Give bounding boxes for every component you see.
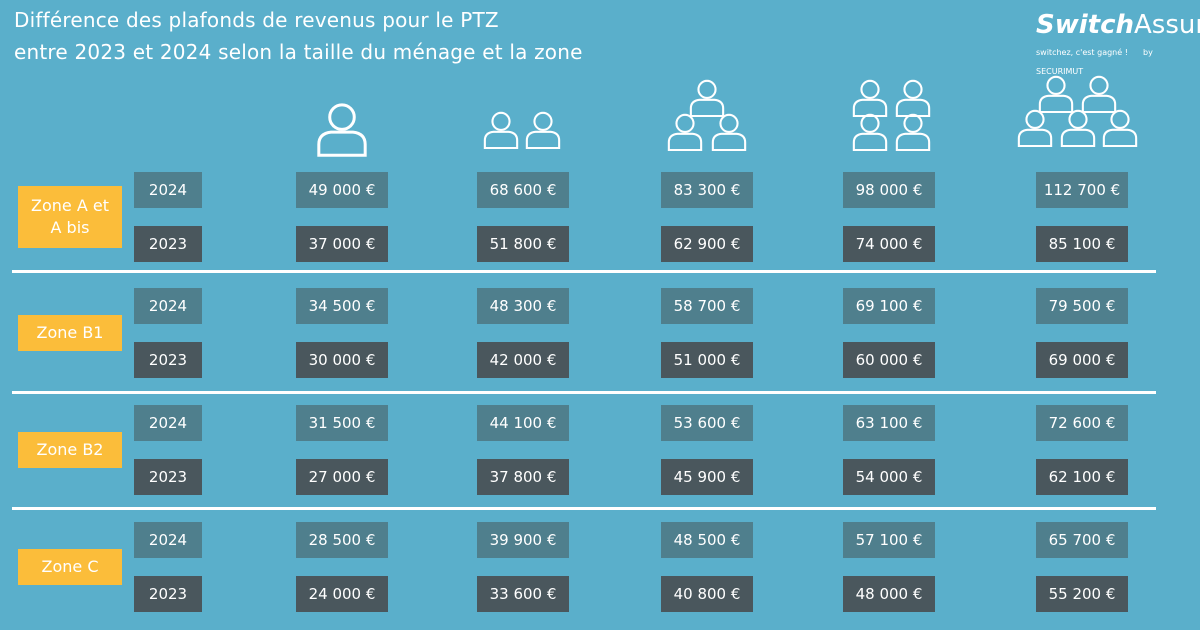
value-cell: 54 000 € (843, 459, 935, 495)
value-cell: 42 000 € (477, 342, 569, 378)
value-cell: 83 300 € (661, 172, 753, 208)
year-cell: 2024 (134, 405, 202, 441)
zone-label: Zone B2 (18, 432, 122, 468)
value-cell: 28 500 € (296, 522, 388, 558)
year-cell: 2023 (134, 576, 202, 612)
title-line: entre 2023 et 2024 selon la taille du mé… (14, 40, 583, 64)
value-cell: 85 100 € (1036, 226, 1128, 262)
value-cell: 27 000 € (296, 459, 388, 495)
title-line: Différence des plafonds de revenus pour … (14, 8, 499, 32)
value-cell: 53 600 € (661, 405, 753, 441)
value-cell: 69 000 € (1036, 342, 1128, 378)
value-cell: 98 000 € (843, 172, 935, 208)
value-cell: 60 000 € (843, 342, 935, 378)
zone-label: Zone C (18, 549, 122, 585)
by-line: by SECURIMUT (1036, 48, 1153, 76)
separator (12, 270, 1156, 273)
value-cell: 51 000 € (661, 342, 753, 378)
value-cell: 55 200 € (1036, 576, 1128, 612)
value-cell: 48 300 € (477, 288, 569, 324)
value-cell: 33 600 € (477, 576, 569, 612)
household-icons (317, 75, 1138, 157)
value-cell: 44 100 € (477, 405, 569, 441)
year-cell: 2023 (134, 342, 202, 378)
value-cell: 48 000 € (843, 576, 935, 612)
year-cell: 2023 (134, 226, 202, 262)
zone-label: Zone A et A bis (18, 186, 122, 248)
value-cell: 74 000 € (843, 226, 935, 262)
year-cell: 2024 (134, 172, 202, 208)
value-cell: 37 000 € (296, 226, 388, 262)
value-cell: 49 000 € (296, 172, 388, 208)
value-cell: 30 000 € (296, 342, 388, 378)
value-cell: 34 500 € (296, 288, 388, 324)
value-cell: 51 800 € (477, 226, 569, 262)
value-cell: 48 500 € (661, 522, 753, 558)
value-cell: 63 100 € (843, 405, 935, 441)
value-cell: 39 900 € (477, 522, 569, 558)
value-cell: 57 100 € (843, 522, 935, 558)
value-cell: 31 500 € (296, 405, 388, 441)
value-cell: 62 900 € (661, 226, 753, 262)
value-cell: 72 600 € (1036, 405, 1128, 441)
logo: SwitchAssur switchez, c'est gagné ! by S… (1036, 10, 1200, 78)
value-cell: 68 600 € (477, 172, 569, 208)
value-cell: 24 000 € (296, 576, 388, 612)
value-cell: 58 700 € (661, 288, 753, 324)
value-cell: 69 100 € (843, 288, 935, 324)
value-cell: 62 100 € (1036, 459, 1128, 495)
year-cell: 2024 (134, 522, 202, 558)
separator (12, 507, 1156, 510)
value-cell: 40 800 € (661, 576, 753, 612)
brand: Assur (1134, 10, 1200, 40)
year-cell: 2023 (134, 459, 202, 495)
separator (12, 391, 1156, 394)
value-cell: 45 900 € (661, 459, 753, 495)
value-cell: 79 500 € (1036, 288, 1128, 324)
value-cell: 37 800 € (477, 459, 569, 495)
year-cell: 2024 (134, 288, 202, 324)
brand: Switch (1036, 10, 1135, 40)
value-cell: 65 700 € (1036, 522, 1128, 558)
tagline: switchez, c'est gagné ! (1036, 48, 1128, 57)
value-cell: 112 700 € (1036, 172, 1128, 208)
zone-label: Zone B1 (18, 315, 122, 351)
